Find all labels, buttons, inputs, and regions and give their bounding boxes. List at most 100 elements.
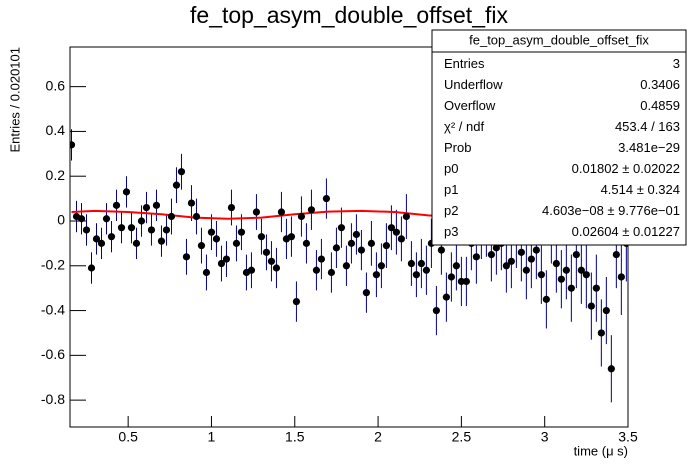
x-tick-label: 0.5 xyxy=(118,429,138,445)
stats-value: 3.481e−29 xyxy=(618,140,680,155)
stats-label: Prob xyxy=(444,140,471,155)
data-point xyxy=(377,262,386,270)
data-point xyxy=(562,266,570,274)
data-point xyxy=(557,275,565,283)
data-point xyxy=(82,226,91,234)
data-point xyxy=(247,266,256,274)
data-point xyxy=(162,226,171,234)
data-point xyxy=(592,284,600,292)
data-point xyxy=(167,212,176,221)
data-point xyxy=(587,302,595,310)
data-point xyxy=(267,257,276,265)
data-point xyxy=(532,246,540,254)
y-tick-label: 0.6 xyxy=(46,77,66,93)
stats-value: 0.3406 xyxy=(640,77,680,92)
data-point xyxy=(357,246,366,254)
data-point xyxy=(607,365,615,373)
data-point xyxy=(522,266,530,274)
data-point xyxy=(437,246,445,254)
data-point xyxy=(457,277,465,286)
data-point xyxy=(132,239,141,247)
data-point xyxy=(392,228,401,236)
y-axis-title: Entries / 0.020101 xyxy=(7,47,22,153)
stats-label: p1 xyxy=(444,182,458,197)
x-tick-label: 2 xyxy=(374,429,382,445)
data-point xyxy=(117,224,126,232)
data-point xyxy=(112,201,121,209)
stats-label: Underflow xyxy=(444,77,503,92)
x-tick-label: 3 xyxy=(541,429,549,445)
data-point xyxy=(367,239,376,247)
data-point xyxy=(602,306,610,315)
data-point xyxy=(447,273,455,281)
data-point xyxy=(122,188,131,196)
y-tick-label: 0.2 xyxy=(46,167,66,183)
data-point xyxy=(232,239,241,247)
data-point xyxy=(327,268,336,277)
data-point xyxy=(192,212,201,221)
data-point xyxy=(582,271,590,279)
stats-value: 0.4859 xyxy=(640,98,680,113)
data-point xyxy=(177,168,186,176)
data-point xyxy=(142,203,151,212)
stats-box xyxy=(431,29,687,246)
data-point xyxy=(257,233,266,241)
x-tick-label: 1 xyxy=(208,429,216,445)
data-point xyxy=(127,224,136,232)
data-point xyxy=(342,262,351,270)
data-point xyxy=(472,253,480,261)
data-point xyxy=(137,217,146,225)
data-point xyxy=(102,215,111,223)
data-point xyxy=(597,329,605,337)
y-tick-label: -0.2 xyxy=(41,256,65,272)
y-tick-label: -0.8 xyxy=(41,391,65,407)
data-point xyxy=(452,262,460,270)
data-point xyxy=(407,259,415,268)
data-point xyxy=(212,235,221,243)
data-point xyxy=(412,271,420,279)
data-point xyxy=(577,266,585,274)
data-point xyxy=(197,242,206,250)
data-point xyxy=(222,255,231,263)
data-point xyxy=(462,277,470,286)
data-point xyxy=(217,259,226,268)
stats-value: 3 xyxy=(673,56,680,71)
x-tick-label: 2.5 xyxy=(452,429,472,445)
data-point xyxy=(617,273,625,281)
data-point xyxy=(227,203,236,212)
x-axis-title: time (μ s) xyxy=(574,443,628,458)
data-point xyxy=(442,293,450,301)
y-tick-label: 0.4 xyxy=(46,122,66,138)
stats-label: p0 xyxy=(444,161,458,176)
y-tick-label: -0.6 xyxy=(41,346,65,362)
data-point xyxy=(207,228,216,236)
data-point xyxy=(502,262,510,270)
data-point xyxy=(397,235,406,243)
data-point xyxy=(187,199,196,207)
data-point xyxy=(572,250,580,259)
data-point xyxy=(172,181,181,189)
stats-value: 453.4 / 163 xyxy=(615,119,680,134)
stats-label: Entries xyxy=(444,56,485,71)
data-point xyxy=(372,271,381,279)
stats-label: p3 xyxy=(444,224,458,239)
stats-value: 0.02604 ± 0.01227 xyxy=(572,224,680,239)
data-point xyxy=(97,239,106,247)
data-point xyxy=(277,208,286,216)
data-point xyxy=(492,244,500,252)
data-point xyxy=(422,266,430,274)
data-point xyxy=(517,248,525,256)
data-point xyxy=(237,228,246,236)
data-point xyxy=(157,237,166,245)
data-point xyxy=(107,233,116,241)
data-point xyxy=(307,206,316,214)
data-point xyxy=(312,266,321,274)
data-point xyxy=(352,230,361,239)
data-point xyxy=(387,224,396,232)
data-point xyxy=(527,255,535,263)
data-point xyxy=(402,212,410,221)
data-point xyxy=(382,242,391,250)
data-point xyxy=(432,306,440,315)
stats-value: 0.01802 ± 0.02022 xyxy=(572,161,680,176)
